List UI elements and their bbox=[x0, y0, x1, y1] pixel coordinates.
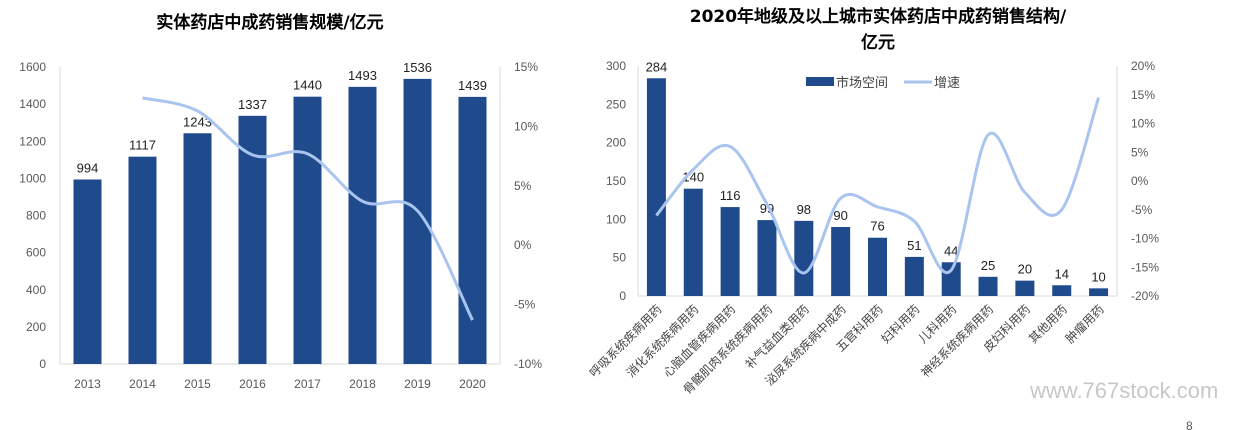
y-tick-label: 800 bbox=[26, 209, 46, 223]
y-tick-label: 600 bbox=[26, 246, 46, 260]
growth-line bbox=[142, 96, 474, 321]
y2-tick-label: -15% bbox=[1131, 260, 1159, 274]
y-tick-label: 0 bbox=[39, 357, 46, 371]
x-tick-label: 2016 bbox=[239, 377, 266, 391]
y2-tick-label: 5% bbox=[1131, 145, 1149, 159]
bar bbox=[128, 156, 157, 364]
bar bbox=[238, 115, 267, 365]
right-chart-title-line1: 2020年地级及以上城市实体药店中成药销售结构/ bbox=[690, 6, 1067, 27]
page-number: 8 bbox=[1186, 419, 1193, 430]
x-tick-label: 2018 bbox=[349, 377, 376, 391]
watermark: www.767stock.com bbox=[1029, 378, 1218, 403]
bar bbox=[868, 237, 887, 296]
x-tick-label: 肿瘤用药 bbox=[1062, 302, 1107, 347]
y-tick-label: 150 bbox=[606, 174, 626, 188]
y2-tick-label: -5% bbox=[1131, 203, 1153, 217]
x-tick-label: 2020 bbox=[459, 377, 486, 391]
bar bbox=[1015, 280, 1035, 296]
data-label: 284 bbox=[646, 59, 668, 74]
y-tick-label: 1200 bbox=[19, 134, 46, 148]
x-tick-label: 其他用药 bbox=[1026, 302, 1070, 346]
y2-tick-label: 10% bbox=[514, 119, 538, 133]
data-label: 20 bbox=[1018, 262, 1032, 277]
x-tick-label: 2015 bbox=[184, 377, 211, 391]
data-label: 44 bbox=[944, 243, 958, 258]
right-chart-title-line2: 亿元 bbox=[861, 32, 895, 53]
bar bbox=[183, 133, 212, 364]
bar bbox=[646, 78, 666, 297]
data-label: 1493 bbox=[348, 68, 377, 83]
y-tick-label: 1000 bbox=[19, 171, 46, 185]
bar bbox=[794, 220, 814, 296]
growth-line bbox=[655, 97, 1101, 275]
bar bbox=[683, 188, 703, 296]
bar bbox=[757, 220, 777, 296]
y2-tick-label: 0% bbox=[514, 238, 532, 252]
y2-tick-label: 15% bbox=[1131, 88, 1155, 102]
data-label: 98 bbox=[797, 202, 811, 217]
y2-tick-label: -10% bbox=[514, 357, 542, 371]
y2-tick-label: -5% bbox=[514, 298, 536, 312]
x-tick-label: 妇科用药 bbox=[879, 302, 923, 346]
x-tick-label: 补气益血类用药 bbox=[742, 302, 812, 372]
left-chart-title: 实体药店中成药销售规模/亿元 bbox=[156, 12, 383, 33]
bar bbox=[978, 276, 998, 296]
bar bbox=[293, 96, 322, 364]
y-tick-label: 300 bbox=[606, 59, 626, 73]
x-tick-label: 2013 bbox=[74, 377, 101, 391]
bar bbox=[904, 256, 924, 296]
bar bbox=[348, 86, 377, 364]
data-label: 116 bbox=[720, 188, 741, 203]
bar bbox=[458, 96, 487, 365]
y-tick-label: 0 bbox=[619, 289, 626, 303]
y-tick-label: 200 bbox=[606, 136, 626, 150]
y2-tick-label: 5% bbox=[514, 179, 532, 193]
y-tick-label: 400 bbox=[26, 283, 46, 297]
y-tick-label: 250 bbox=[606, 97, 626, 111]
data-label: 1440 bbox=[293, 78, 322, 93]
bar bbox=[831, 227, 851, 296]
x-tick-label: 2019 bbox=[404, 377, 431, 391]
bar bbox=[73, 179, 102, 364]
bar bbox=[720, 207, 740, 296]
data-label: 1117 bbox=[129, 138, 156, 153]
y-tick-label: 1600 bbox=[19, 60, 46, 74]
y2-tick-label: -20% bbox=[1131, 289, 1159, 303]
x-tick-label: 2014 bbox=[129, 377, 156, 391]
legend-line-label: 增速 bbox=[934, 76, 960, 91]
data-label: 994 bbox=[77, 160, 99, 175]
bar bbox=[403, 78, 432, 364]
data-label: 1337 bbox=[238, 97, 267, 112]
data-label: 1243 bbox=[183, 114, 212, 129]
legend-bar-swatch bbox=[806, 77, 834, 86]
data-label: 14 bbox=[1054, 266, 1068, 281]
bar bbox=[1052, 285, 1072, 296]
data-label: 25 bbox=[981, 258, 995, 273]
y-tick-label: 1400 bbox=[19, 97, 46, 111]
x-tick-label: 2017 bbox=[294, 377, 321, 391]
y-tick-label: 50 bbox=[613, 251, 627, 265]
data-label: 10 bbox=[1091, 269, 1105, 284]
y2-tick-label: 10% bbox=[1131, 117, 1155, 131]
data-label: 51 bbox=[907, 238, 921, 253]
y2-tick-label: -10% bbox=[1131, 232, 1159, 246]
data-label: 90 bbox=[833, 208, 847, 223]
y-tick-label: 100 bbox=[606, 212, 626, 226]
bar bbox=[941, 262, 961, 296]
right-legend: 市场空间 增速 bbox=[806, 75, 960, 91]
y2-tick-label: 20% bbox=[1131, 59, 1155, 73]
y2-tick-label: 15% bbox=[514, 60, 538, 74]
y-tick-label: 200 bbox=[26, 320, 46, 334]
data-label: 1536 bbox=[403, 60, 432, 75]
legend-bar-label: 市场空间 bbox=[836, 75, 888, 91]
data-label: 1439 bbox=[458, 78, 487, 93]
bar bbox=[1089, 288, 1109, 296]
y2-tick-label: 0% bbox=[1131, 174, 1149, 188]
data-label: 76 bbox=[870, 219, 884, 234]
